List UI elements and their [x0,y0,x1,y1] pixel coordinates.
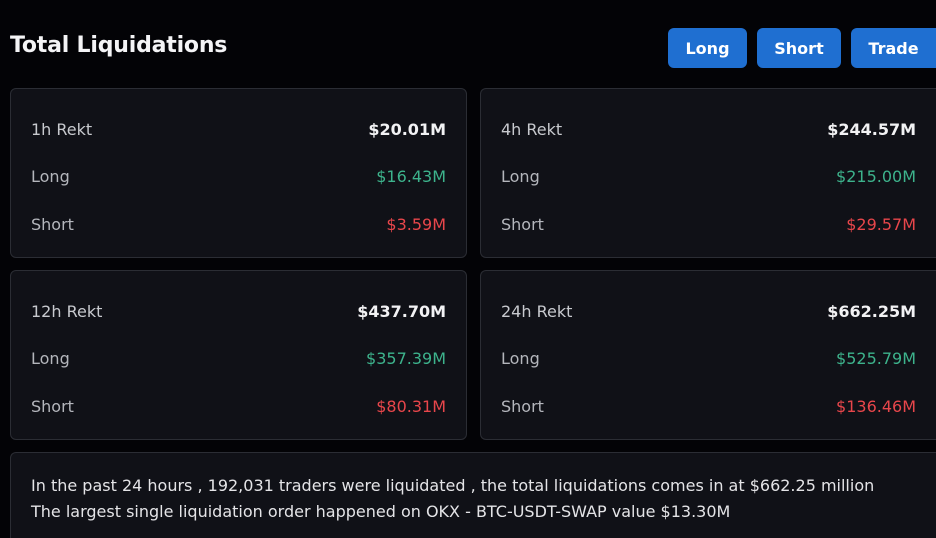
short-row: Short $29.57M [501,212,916,236]
long-value: $525.79M [836,348,916,368]
long-button[interactable]: Long [668,28,747,68]
short-label: Short [31,396,74,416]
total-row: 12h Rekt $437.70M [31,299,446,323]
long-row: Long $215.00M [501,164,916,188]
long-row: Long $16.43M [31,164,446,188]
long-row: Long $357.39M [31,346,446,370]
short-row: Short $3.59M [31,212,446,236]
short-row: Short $136.46M [501,394,916,418]
total-value: $662.25M [827,301,916,321]
period-label: 12h Rekt [31,301,103,321]
period-label: 4h Rekt [501,119,563,139]
total-value: $20.01M [368,119,446,139]
card-12h-rekt: 12h Rekt $437.70M Long $357.39M Short $8… [10,270,467,440]
summary-box: In the past 24 hours , 192,031 traders w… [10,452,936,538]
total-value: $437.70M [357,301,446,321]
summary-line-1: In the past 24 hours , 192,031 traders w… [31,476,875,495]
short-value: $3.59M [386,214,446,234]
long-label: Long [501,348,540,368]
long-value: $357.39M [366,348,446,368]
short-row: Short $80.31M [31,394,446,418]
card-24h-rekt: 24h Rekt $662.25M Long $525.79M Short $1… [480,270,936,440]
trade-button[interactable]: Trade [851,28,936,68]
long-label: Long [501,166,540,186]
period-label: 24h Rekt [501,301,573,321]
long-label: Long [31,166,70,186]
short-value: $80.31M [376,396,446,416]
card-1h-rekt: 1h Rekt $20.01M Long $16.43M Short $3.59… [10,88,467,258]
short-label: Short [501,396,544,416]
total-value: $244.57M [827,119,916,139]
card-4h-rekt: 4h Rekt $244.57M Long $215.00M Short $29… [480,88,936,258]
period-label: 1h Rekt [31,119,93,139]
short-value: $29.57M [846,214,916,234]
long-row: Long $525.79M [501,346,916,370]
short-label: Short [501,214,544,234]
page-title: Total Liquidations [10,33,228,58]
long-label: Long [31,348,70,368]
total-row: 4h Rekt $244.57M [501,117,916,141]
long-value: $16.43M [376,166,446,186]
short-button[interactable]: Short [757,28,841,68]
short-value: $136.46M [836,396,916,416]
long-value: $215.00M [836,166,916,186]
summary-line-2: The largest single liquidation order hap… [31,502,731,521]
total-row: 1h Rekt $20.01M [31,117,446,141]
total-row: 24h Rekt $662.25M [501,299,916,323]
short-label: Short [31,214,74,234]
